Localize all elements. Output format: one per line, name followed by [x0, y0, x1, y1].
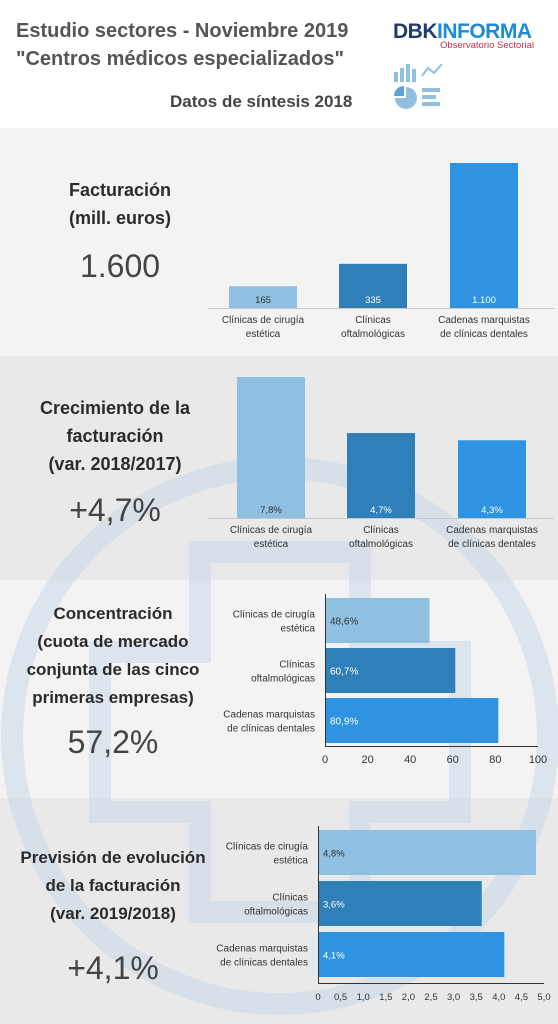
x-tick-label: 20 [361, 754, 373, 766]
stats-icon [394, 63, 443, 109]
data-label-oftalmologicas: 60,7% [330, 667, 358, 678]
revenue-label-line1: Facturación [68, 180, 172, 200]
data-label-cirugia-estetica: 165 [255, 295, 271, 306]
data-label-cirugia-estetica: 4,8% [323, 849, 345, 860]
forecast-label-line3: (var. 2019/2018) [50, 904, 176, 923]
x-tick-label: 3,0 [447, 992, 460, 1003]
forecast-label: Previsión de evolución de la facturación… [8, 844, 218, 928]
category-label-clinicas-dentales-1: Cadenas marquistas [223, 710, 315, 721]
revenue-value: 1.600 [79, 248, 161, 284]
growth-chart: 7,8% Clínicas de cirugía estética 4,7% Clíni… [208, 377, 554, 550]
x-tick-label: 3,5 [470, 992, 483, 1003]
category-label-clinicas-dentales-2: de clínicas dentales [448, 539, 536, 550]
concentration-label-line1: Concentración [53, 604, 173, 623]
category-label-cirugia-estetica-2: estética [274, 856, 309, 867]
x-tick-label: 60 [447, 754, 459, 766]
x-tick-label: 0,5 [334, 992, 347, 1003]
growth-label-line1: Crecimiento de la [39, 398, 191, 418]
data-label-clinicas-dentales: 4,1% [323, 951, 345, 962]
concentration-value: 57,2% [67, 724, 159, 760]
revenue-chart: 165 Clínicas de cirugía estética 335 Clínica… [208, 163, 554, 340]
x-tick-label: 2,5 [424, 992, 437, 1003]
category-label-clinicas-dentales-2: de clínicas dentales [440, 329, 528, 340]
x-tick-label: 40 [404, 754, 416, 766]
bar-oftalmologicas [319, 881, 482, 926]
category-label-oftalmologicas-2: oftalmológicas [349, 539, 413, 550]
bar-oftalmologicas [326, 648, 456, 693]
category-label-clinicas-dentales-2: de clínicas dentales [227, 724, 315, 735]
growth-label: Crecimiento de la facturación (var. 2018… [20, 394, 210, 478]
bar-clinicas-dentales [319, 932, 505, 977]
x-tick-label: 4,5 [515, 992, 528, 1003]
category-label-cirugia-estetica-1: Clínicas de cirugía [230, 525, 313, 536]
summary-label: Datos de síntesis 2018 [170, 92, 353, 111]
data-label-oftalmologicas: 335 [365, 295, 381, 306]
growth-label-line2: facturación [66, 426, 164, 446]
bar-cirugia-estetica [326, 598, 430, 643]
forecast-label-line2: de la facturación [45, 876, 181, 895]
category-label-oftalmologicas-1: Clínicas [363, 525, 399, 536]
revenue-label: Facturación (mill. euros) [20, 176, 220, 232]
growth-label-line3: (var. 2018/2017) [48, 454, 182, 474]
category-label-oftalmologicas-2: oftalmológicas [341, 329, 405, 340]
data-label-oftalmologicas: 4,7% [370, 505, 392, 516]
category-label-cirugia-estetica-1: Clínicas de cirugía [226, 842, 309, 853]
category-label-oftalmologicas-1: Clínicas [279, 660, 315, 671]
x-tick-label: 80 [489, 754, 501, 766]
brand-tagline: Observatorio Sectorial [440, 40, 534, 51]
page-title: Estudio sectores - Noviembre 2019 [16, 20, 349, 42]
bar-clinicas-dentales [458, 440, 526, 518]
bar-oftalmologicas [339, 263, 407, 308]
category-label-oftalmologicas-1: Clínicas [272, 893, 308, 904]
bar-clinicas-dentales [450, 163, 518, 308]
data-label-clinicas-dentales: 4,3% [481, 505, 503, 516]
x-tick-label: 0 [315, 992, 320, 1003]
forecast-label-line1: Previsión de evolución [20, 848, 206, 867]
bar-cirugia-estetica [229, 286, 297, 308]
bar-oftalmologicas [347, 433, 415, 518]
forecast-chart: 4,8% Clínicas de cirugía estética 3,6% Clíni… [216, 826, 551, 1003]
category-label-cirugia-estetica-2: estética [246, 329, 281, 340]
bar-cirugia-estetica [237, 377, 305, 518]
growth-value: +4,7% [69, 492, 161, 528]
x-tick-label: 4,0 [492, 992, 505, 1003]
forecast-value: +4,1% [67, 950, 159, 986]
x-tick-label: 5,0 [537, 992, 550, 1003]
x-tick-label: 0 [322, 754, 328, 766]
data-label-clinicas-dentales: 1.100 [472, 295, 496, 306]
page-subtitle-study: "Centros médicos especializados" [16, 48, 344, 70]
category-label-cirugia-estetica-1: Clínicas de cirugía [233, 610, 316, 621]
x-tick-label: 1,5 [379, 992, 392, 1003]
concentration-label-line4: primeras empresas) [32, 688, 194, 707]
data-label-cirugia-estetica: 48,6% [330, 617, 358, 628]
concentration-label-line3: conjunta de las cinco [26, 660, 200, 679]
bar-clinicas-dentales [326, 698, 499, 743]
category-label-clinicas-dentales-1: Cadenas marquistas [438, 315, 530, 326]
category-label-oftalmologicas-1: Clínicas [355, 315, 391, 326]
data-label-oftalmologicas: 3,6% [323, 900, 345, 911]
category-label-oftalmologicas-2: oftalmológicas [251, 674, 315, 685]
concentration-chart: 48,6% Clínicas de cirugía estética 60,7% Clí… [223, 594, 547, 766]
brand-logo: DBKINFORMA [393, 20, 532, 44]
brand-part1: DBK [393, 20, 438, 43]
concentration-label: Concentración (cuota de mercado conjunta… [18, 600, 208, 712]
category-label-oftalmologicas-2: oftalmológicas [244, 907, 308, 918]
data-label-clinicas-dentales: 80,9% [330, 717, 358, 728]
category-label-clinicas-dentales-2: de clínicas dentales [220, 958, 308, 969]
category-label-cirugia-estetica-1: Clínicas de cirugía [222, 315, 305, 326]
concentration-label-line2: (cuota de mercado [37, 632, 189, 651]
bar-cirugia-estetica [319, 830, 536, 875]
x-tick-label: 100 [529, 754, 547, 766]
category-label-clinicas-dentales-1: Cadenas marquistas [216, 944, 308, 955]
revenue-label-line2: (mill. euros) [68, 208, 171, 228]
category-label-cirugia-estetica-2: estética [254, 539, 289, 550]
category-label-cirugia-estetica-2: estética [281, 624, 316, 635]
brand-part2: INFORMA [437, 20, 532, 43]
category-label-clinicas-dentales-1: Cadenas marquistas [446, 525, 538, 536]
header: Estudio sectores - Noviembre 2019 "Centr… [0, 0, 558, 128]
x-tick-label: 2,0 [402, 992, 415, 1003]
x-tick-label: 1,0 [357, 992, 370, 1003]
data-label-cirugia-estetica: 7,8% [260, 505, 282, 516]
